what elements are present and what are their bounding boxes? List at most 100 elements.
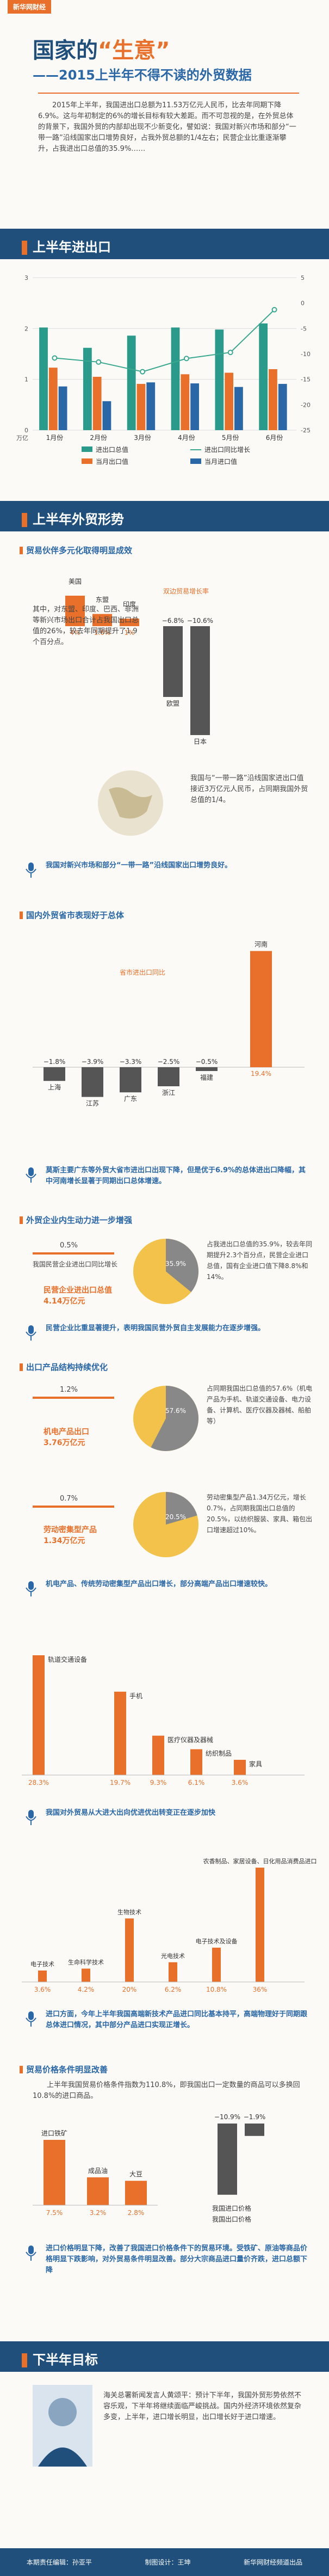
region-bar: [196, 1067, 218, 1071]
divider: [38, 93, 299, 94]
page-title: 国家的“生意”: [33, 38, 170, 63]
regions-title: 国内外贸省市表现好于总体: [20, 909, 124, 921]
bar-2: [146, 382, 156, 430]
partners-title: 贸易伙伴多元化取得明显成效: [20, 544, 132, 556]
region-name: 福建: [200, 1073, 213, 1081]
import-value: 10.8%: [206, 1986, 227, 1993]
belt-text: 我国与“一带一路”沿线国家进出口值接近3万亿元人民币，占同期我国外贸总值的1/4…: [190, 774, 308, 804]
bar-0: [83, 347, 92, 430]
import-bar: [82, 1968, 90, 1982]
products-remark: 机电产品、传统劳动密集型产品出口增长，部分高端产品出口增速较快。: [22, 1579, 310, 1596]
intro-paragraph: 2015年上半年，我国进出口总额为11.53万亿元人民币，比去年同期下降6.9%…: [38, 101, 296, 153]
pie-label: 57.6%: [165, 1407, 186, 1415]
region-value: −2.5%: [158, 1058, 180, 1066]
price-neg-value: −1.9%: [244, 2113, 266, 2121]
private-text: 占我进出口总值的35.9%，较去年同期提升2.3个百分点，民营企业进口总值，国有…: [207, 1240, 313, 1281]
y2-tick-label: -20: [301, 401, 311, 408]
import-bar: [212, 1948, 221, 1982]
price-value: 3.2%: [90, 2209, 107, 2217]
section-title-2: 上半年外贸形势: [0, 501, 329, 531]
price-caption: 我国进口价格: [212, 2204, 251, 2212]
bar-1: [225, 372, 234, 430]
mech-value: 19.7%: [110, 1779, 131, 1786]
me-growth: 1.2%: [60, 1386, 78, 1394]
bar-1: [181, 374, 190, 430]
growth-point: [96, 359, 102, 365]
price-neg-bar: [218, 2124, 237, 2195]
import-bar: [38, 1971, 47, 1982]
microphone-icon: [26, 2245, 36, 2261]
region-bar: [158, 1067, 179, 1086]
mech-name: 轨道交通设备: [48, 1655, 87, 1663]
y2-tick-label: 0: [301, 300, 305, 307]
footer-design: 制图设计：王坤: [145, 2559, 191, 2566]
private-title: 外贸企业内生动力进一步增强: [20, 1214, 132, 1226]
partner-name: 美国: [69, 578, 82, 585]
me-text: 占同期我国出口总值的57.6%（机电产品为手机、轨道交通设备、电力设备、计算机、…: [207, 1385, 313, 1425]
partners-chart: 双边贸易增长率 美国 4% 东盟 1.6% 印度 1% 欧盟 −6.8% 日本 −10.6%: [65, 578, 213, 745]
monthly-trade-chart: 0 1 2 3 -25 -20 -15 -10 -5 0 5 万亿 1月份 2月份 3月份 4月份 5月份 6月份…: [16, 274, 311, 466]
bar-1: [92, 377, 102, 430]
price-bar: [125, 2181, 147, 2205]
y-tick-label: 3: [24, 274, 28, 282]
mech-bar: [152, 1735, 164, 1775]
partner-value: 1%: [124, 629, 134, 637]
mech-name: 家具: [249, 1760, 262, 1768]
mech-value: 3.6%: [232, 1779, 249, 1786]
microphone-icon: [26, 1581, 36, 1596]
region-value: −3.9%: [82, 1058, 104, 1066]
growth-point: [271, 307, 277, 313]
partner-bar: [190, 626, 210, 735]
region-bar: [82, 1067, 103, 1097]
partner-name: 欧盟: [166, 700, 179, 707]
y-tick-label: 0: [24, 427, 28, 434]
mech-bar: [114, 1691, 126, 1775]
partner-bar: [120, 619, 139, 626]
y2-tick-label: -5: [301, 325, 307, 332]
footer-editor: 本期责任编辑：孙亚平: [26, 2559, 92, 2566]
prices-text: 上半年我国贸易价格条件指数为110.8%，即我国出口一定数量的商品可以多换回10…: [33, 2081, 300, 2100]
legend-label: 当月进口值: [204, 457, 237, 466]
price-name: 进口铁矿: [41, 2130, 67, 2137]
import-bar: [125, 1918, 134, 1982]
private-pie: 35.9%: [133, 1239, 198, 1304]
prices-title: 贸易价格条件明显改善: [20, 2064, 108, 2075]
bar-2: [234, 387, 243, 430]
region-bar: [120, 1067, 141, 1093]
partner-value: −6.8%: [162, 617, 184, 625]
bar-0: [171, 327, 180, 430]
legend-label: 当月出口值: [96, 457, 128, 466]
price-name: 成品油: [88, 2167, 108, 2175]
bar-0: [215, 329, 224, 430]
x-tick-label: 6月份: [266, 434, 283, 442]
avatar: [33, 2385, 92, 2467]
pie-slice-main: [151, 1386, 198, 1451]
x-tick-label: 2月份: [90, 434, 107, 442]
pie-slice-main: [166, 1492, 197, 1525]
mech-name: 手机: [129, 1692, 142, 1700]
partner-value: 4%: [70, 629, 80, 637]
header: 新华网财经 国家的“生意” ——2015上半年不得不读的外贸数据 2015年上半…: [0, 0, 329, 218]
partner-bar: [65, 596, 85, 626]
mech-bar: [190, 1749, 202, 1775]
region-value: 19.4%: [251, 1070, 271, 1078]
price-value: 2.8%: [128, 2209, 145, 2217]
partner-bar: [92, 614, 112, 626]
private-growth: 0.5%: [60, 1241, 78, 1250]
pie-label: 35.9%: [165, 1260, 186, 1268]
private-remark: 民营企业比重显著提升，表明我国民营外贸自主发展能力在逐步增强。: [22, 1323, 310, 1341]
import-value: 36%: [253, 1986, 268, 1993]
private-pie-label: 民营企业进出口总值 4.14万亿元: [44, 1286, 112, 1306]
y-tick-label: 1: [24, 376, 28, 383]
legend-label: 省市进出口同比: [120, 968, 165, 976]
growth-point: [140, 369, 146, 375]
y-tick-label: 2: [24, 325, 28, 332]
pie-label: 20.5%: [165, 1513, 186, 1521]
me-label: 机电产品出口 3.76万亿元: [44, 1428, 89, 1447]
outlook-text: 海关总署新闻发言人黄颂平：预计下半年，我国外贸形势依然不容乐观，下半年将继续面临…: [103, 2391, 302, 2421]
person-icon: [38, 2398, 87, 2467]
region-bar: [44, 1067, 65, 1081]
region-name: 广东: [124, 1095, 137, 1103]
labor-growth: 0.7%: [60, 1495, 78, 1503]
